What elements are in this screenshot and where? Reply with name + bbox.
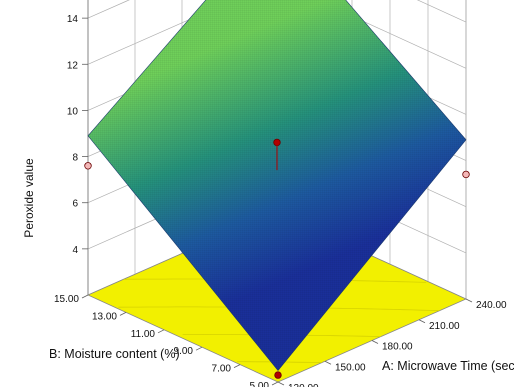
y-tick-mark (157, 329, 165, 334)
response-surface (87, 0, 467, 371)
x-tick-mark (465, 298, 473, 303)
z-tick-label: 8 (72, 153, 78, 164)
y-tick-label: 13.00 (92, 311, 117, 322)
y-tick-label: 11.00 (131, 329, 156, 340)
x-tick-mark (371, 340, 379, 344)
y-tick-mark (271, 381, 279, 386)
design-points (84, 138, 470, 379)
z-axis-title: Peroxide value (22, 158, 36, 238)
design-point (462, 170, 470, 179)
axis-labels: A: Microwave Time (sec) B: Moisture cont… (22, 14, 514, 387)
design-point (274, 371, 282, 379)
z-tick-label: 14 (67, 14, 79, 25)
y-tick-mark (195, 346, 203, 351)
z-tick-label: 4 (72, 245, 78, 256)
surface-mesh (88, 0, 466, 371)
x-tick-mark (324, 360, 332, 365)
y-tick-mark (233, 364, 241, 368)
y-tick-label: 9.00 (174, 346, 194, 357)
x-tick-label: 150.00 (335, 362, 366, 373)
y-tick-label: 7.00 (212, 364, 232, 375)
y-tick-label: 5.00 (250, 381, 270, 387)
design-point (84, 162, 92, 170)
x-tick-label: 180.00 (382, 342, 413, 353)
z-tick-label: 10 (67, 106, 79, 117)
x-tick-label: 120.00 (288, 383, 319, 387)
x-tick-mark (418, 319, 426, 324)
z-tick-label: 12 (67, 60, 79, 71)
y-tick-mark (119, 312, 127, 316)
z-gridline (87, 0, 467, 69)
y-tick-label: 15.00 (54, 294, 79, 305)
x-tick-label: 210.00 (429, 321, 460, 332)
y-tick-mark (81, 294, 89, 299)
x-axis-title: A: Microwave Time (sec) (382, 359, 514, 373)
x-tick-mark (277, 381, 285, 386)
y-axis-title: B: Moisture content (%) (49, 347, 180, 361)
x-tick-label: 240.00 (476, 300, 507, 311)
z-tick-label: 6 (72, 199, 78, 210)
